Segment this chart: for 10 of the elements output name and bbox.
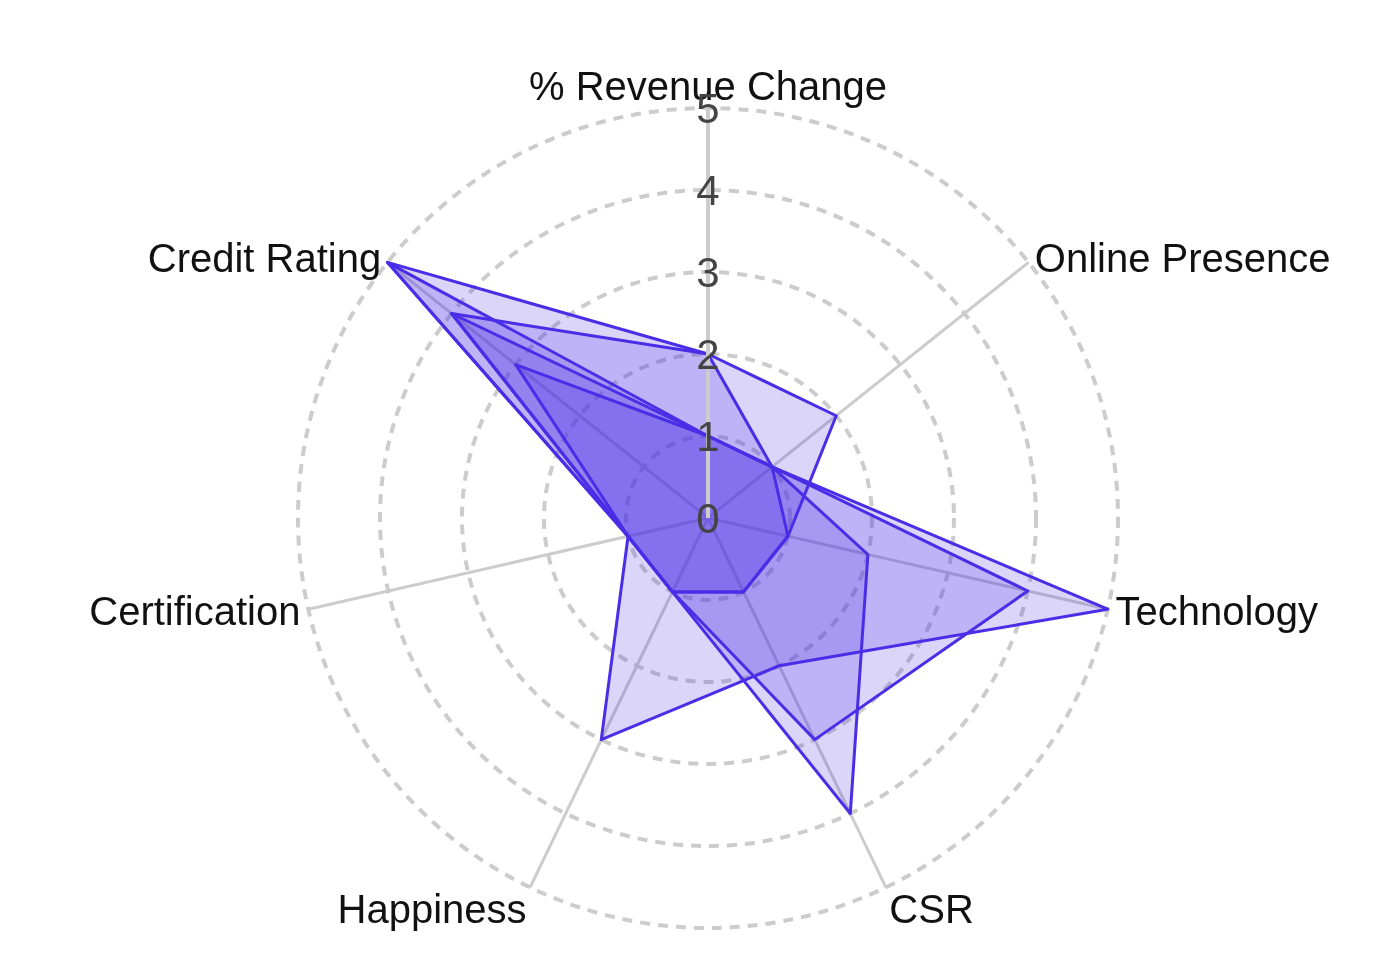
spoke-label: Credit Rating: [147, 235, 382, 280]
y-tick-label: 4: [696, 166, 720, 214]
spoke-label: Online Presence: [1034, 235, 1331, 280]
y-tick-label: 1: [696, 412, 720, 460]
spoke-label: CSR: [889, 887, 974, 932]
y-tick-label: 3: [696, 248, 720, 296]
spoke-label: Technology: [1115, 589, 1318, 634]
y-tick-label: 0: [696, 494, 720, 542]
spoke-label: Certification: [89, 589, 301, 634]
spoke-label: Happiness: [337, 887, 527, 932]
